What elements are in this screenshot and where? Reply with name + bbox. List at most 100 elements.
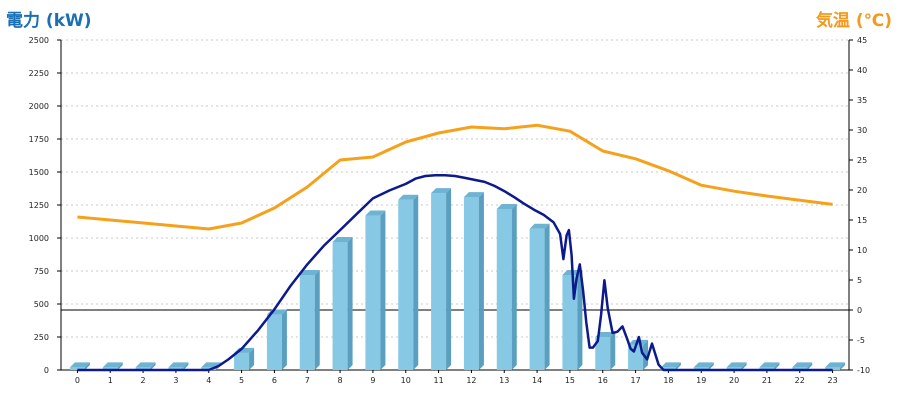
power-bar-top xyxy=(69,362,90,368)
power-bar-top xyxy=(299,269,320,275)
power-line xyxy=(77,174,833,372)
power-bar-side xyxy=(380,210,386,370)
power-bar xyxy=(398,199,414,370)
x-tick-label: 23 xyxy=(827,376,837,385)
right-tick-label: 0 xyxy=(857,306,862,315)
power-bar-top xyxy=(398,194,419,200)
x-tick-label: 7 xyxy=(305,376,310,385)
power-bar-side xyxy=(577,269,583,370)
power-bar-side xyxy=(249,347,255,370)
x-tick-label: 20 xyxy=(729,376,739,385)
power-bar xyxy=(69,367,85,370)
x-tick-label: 2 xyxy=(141,376,146,385)
right-tick-label: 35 xyxy=(857,96,867,105)
power-bar-side xyxy=(183,362,189,370)
x-tick-label: 17 xyxy=(630,376,640,385)
power-bar-side xyxy=(840,362,846,370)
right-tick-label: 20 xyxy=(857,186,867,195)
x-tick-label: 4 xyxy=(206,376,211,385)
power-bar-side xyxy=(446,188,452,370)
x-tick-label: 21 xyxy=(762,376,772,385)
x-tick-label: 16 xyxy=(598,376,608,385)
x-tick-label: 0 xyxy=(75,376,80,385)
power-bar-side xyxy=(413,194,419,370)
power-bar xyxy=(463,197,479,370)
power-bar-side xyxy=(544,223,550,370)
power-bar-side xyxy=(643,339,649,370)
power-bar-top xyxy=(595,332,616,337)
x-tick-label: 12 xyxy=(466,376,476,385)
power-bar-side xyxy=(347,236,353,370)
right-tick-label: 5 xyxy=(857,276,862,285)
x-tick-label: 14 xyxy=(532,376,542,385)
power-bar xyxy=(660,367,676,370)
power-bar xyxy=(299,274,315,370)
power-bar xyxy=(693,367,709,370)
left-tick-label: 1500 xyxy=(29,168,49,177)
right-tick-label: 25 xyxy=(857,156,867,165)
left-tick-label: 750 xyxy=(34,267,49,276)
power-bar-side xyxy=(314,269,320,370)
power-bar xyxy=(529,228,545,370)
left-tick-label: 2000 xyxy=(29,102,49,111)
power-bar-side xyxy=(774,362,780,370)
left-tick-label: 1250 xyxy=(29,201,49,210)
power-bar-top xyxy=(660,362,681,368)
power-bar xyxy=(726,367,742,370)
x-tick-label: 11 xyxy=(433,376,443,385)
power-bar-side xyxy=(741,362,747,370)
x-tick-label: 8 xyxy=(338,376,343,385)
power-bar-top xyxy=(135,362,156,368)
power-bar-top xyxy=(102,362,123,368)
left-tick-label: 1750 xyxy=(29,135,49,144)
left-tick-label: 2500 xyxy=(29,36,49,45)
power-bar-side xyxy=(478,192,484,370)
power-bar-top xyxy=(759,362,780,368)
x-tick-label: 13 xyxy=(499,376,509,385)
right-tick-label: 40 xyxy=(857,66,867,75)
power-bar-top xyxy=(726,362,747,368)
power-bar xyxy=(266,314,282,370)
power-bar-top xyxy=(365,210,386,216)
power-bar xyxy=(332,241,348,370)
power-bar-side xyxy=(117,362,123,370)
power-bar-top xyxy=(825,362,846,368)
left-axis-title: 電力 (kW) xyxy=(6,11,92,31)
temperature-line xyxy=(77,123,833,231)
x-tick-label: 9 xyxy=(370,376,375,385)
power-bar xyxy=(102,367,118,370)
x-tick-label: 19 xyxy=(696,376,706,385)
power-bar xyxy=(234,352,250,370)
x-tick-label: 10 xyxy=(401,376,411,385)
power-bar xyxy=(595,337,611,370)
right-tick-label: -5 xyxy=(857,336,865,345)
power-bar-top xyxy=(693,362,714,368)
power-bar-side xyxy=(807,362,813,370)
x-tick-label: 3 xyxy=(173,376,178,385)
x-tick-label: 6 xyxy=(272,376,277,385)
right-axis-title: 気温 (℃) xyxy=(815,11,892,31)
right-tick-label: 30 xyxy=(857,126,867,135)
left-tick-label: 1000 xyxy=(29,234,49,243)
power-bar xyxy=(431,193,447,370)
x-tick-label: 22 xyxy=(795,376,805,385)
power-bar-top xyxy=(496,203,517,209)
power-bar xyxy=(365,215,381,370)
left-tick-label: 2250 xyxy=(29,69,49,78)
power-bar-side xyxy=(610,332,616,370)
power-bar-side xyxy=(708,362,714,370)
left-tick-label: 500 xyxy=(34,300,49,309)
power-bar-top xyxy=(792,362,813,368)
power-bar xyxy=(496,208,512,370)
power-bar-side xyxy=(84,362,90,370)
x-tick-label: 1 xyxy=(108,376,113,385)
power-bar-top xyxy=(431,188,452,194)
power-bar xyxy=(792,367,808,370)
x-tick-label: 5 xyxy=(239,376,244,385)
power-bar xyxy=(168,367,184,370)
power-bar xyxy=(825,367,841,370)
x-tick-label: 18 xyxy=(663,376,673,385)
power-bar-side xyxy=(150,362,156,370)
